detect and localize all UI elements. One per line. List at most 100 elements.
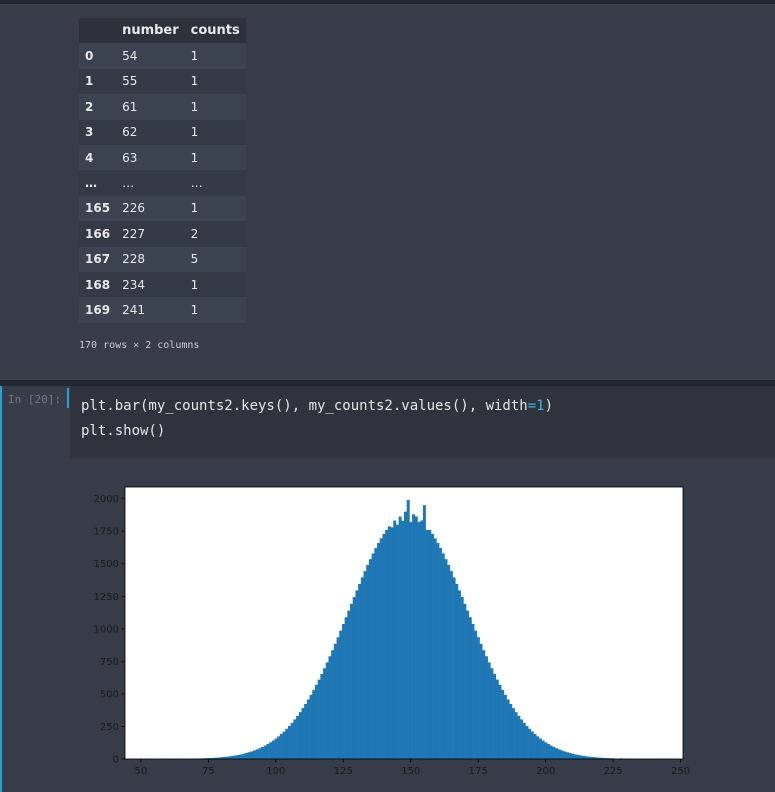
x-tick-label: 125 [334, 766, 353, 777]
bar [463, 603, 467, 759]
table-header: number counts [79, 18, 246, 44]
table-cell: 1 [184, 297, 246, 323]
y-tick-label: 250 [100, 722, 119, 733]
bar [493, 673, 497, 759]
input-prompt: In [20]: [8, 393, 61, 406]
bar [563, 751, 567, 759]
bar [590, 756, 594, 759]
bar [301, 708, 305, 759]
bar [582, 755, 586, 759]
bar [358, 583, 362, 759]
bar [304, 703, 308, 759]
bar [525, 725, 529, 759]
bar [560, 750, 564, 759]
bar [430, 533, 434, 759]
bar [433, 538, 437, 759]
bar [347, 610, 351, 759]
bar [482, 650, 486, 759]
table-row: 167 228 5 [79, 246, 246, 272]
table-cell: … [184, 170, 246, 196]
bar [344, 617, 348, 759]
x-tick-label: 75 [202, 766, 215, 777]
data-table: number counts 0 54 1 1 55 1 2 61 1 3 62 1 4 63 1……… 165 2… [79, 18, 246, 323]
bar [328, 656, 332, 759]
cell-selection-bar [0, 386, 2, 792]
bar [557, 749, 561, 759]
bar [568, 753, 572, 759]
bar [350, 603, 354, 759]
bar [606, 758, 610, 759]
bar [587, 756, 591, 759]
bar [228, 756, 232, 759]
bar [274, 738, 278, 759]
table-cell: 1 [184, 68, 246, 95]
x-tick-label: 150 [401, 766, 420, 777]
table-cell: 227 [116, 221, 185, 247]
bar [306, 699, 310, 759]
code-token: plt.bar(my_counts2.keys(), my_counts2.va… [81, 398, 528, 414]
bar [212, 757, 216, 759]
bar [517, 715, 521, 759]
bar [209, 757, 213, 759]
code-editor[interactable] [70, 386, 775, 458]
bar [404, 511, 407, 759]
bar [250, 751, 254, 759]
bar [279, 734, 283, 759]
table-cell: 228 [116, 246, 185, 272]
y-tick-label: 750 [100, 657, 119, 668]
bar [255, 749, 259, 759]
code-token: plt.show() [81, 423, 166, 439]
bar [468, 617, 472, 759]
bar [509, 703, 513, 759]
bar [501, 690, 505, 759]
table-row: 4 63 1 [79, 144, 246, 171]
bar [234, 755, 238, 759]
x-tick-label: 250 [671, 766, 690, 777]
bar [571, 753, 575, 759]
bar [282, 731, 286, 759]
table-cell: 169 [79, 297, 117, 323]
bar [490, 668, 494, 759]
bar [223, 756, 227, 759]
column-header: number [116, 18, 185, 44]
code-line: plt.show() [81, 423, 165, 439]
bar [449, 571, 453, 759]
bar [506, 699, 510, 759]
bar [484, 656, 488, 759]
bar [236, 754, 240, 759]
bar [547, 744, 551, 759]
bar [520, 719, 524, 759]
bar [417, 522, 421, 759]
column-header: counts [184, 18, 246, 44]
bar [420, 520, 424, 759]
table-row: 0 54 1 [79, 43, 246, 69]
x-tick-label: 175 [469, 766, 488, 777]
bar [298, 712, 302, 759]
code-token: =1 [527, 398, 545, 414]
bar [320, 673, 324, 759]
table-cell: 2 [79, 94, 117, 120]
bar [317, 679, 321, 759]
table-cell: 2 [184, 221, 246, 247]
bar [447, 565, 451, 759]
bar [217, 757, 221, 759]
table-row: 165 226 1 [79, 195, 246, 222]
table-cell: 1 [184, 195, 246, 222]
table-cell: 0 [79, 43, 117, 69]
y-tick-label: 2000 [94, 494, 119, 505]
bar [576, 754, 580, 759]
bar [277, 736, 281, 759]
bar [536, 736, 540, 759]
bar [598, 757, 602, 759]
bar [207, 758, 211, 759]
bar [220, 757, 224, 759]
bar [441, 553, 445, 759]
bar [538, 738, 542, 759]
bar [352, 597, 356, 759]
y-tick-label: 1500 [94, 559, 119, 570]
table-row: 168 234 1 [79, 271, 246, 298]
bar [544, 742, 548, 759]
table-cell: 1 [184, 119, 246, 145]
table-row: 1 55 1 [79, 68, 246, 95]
